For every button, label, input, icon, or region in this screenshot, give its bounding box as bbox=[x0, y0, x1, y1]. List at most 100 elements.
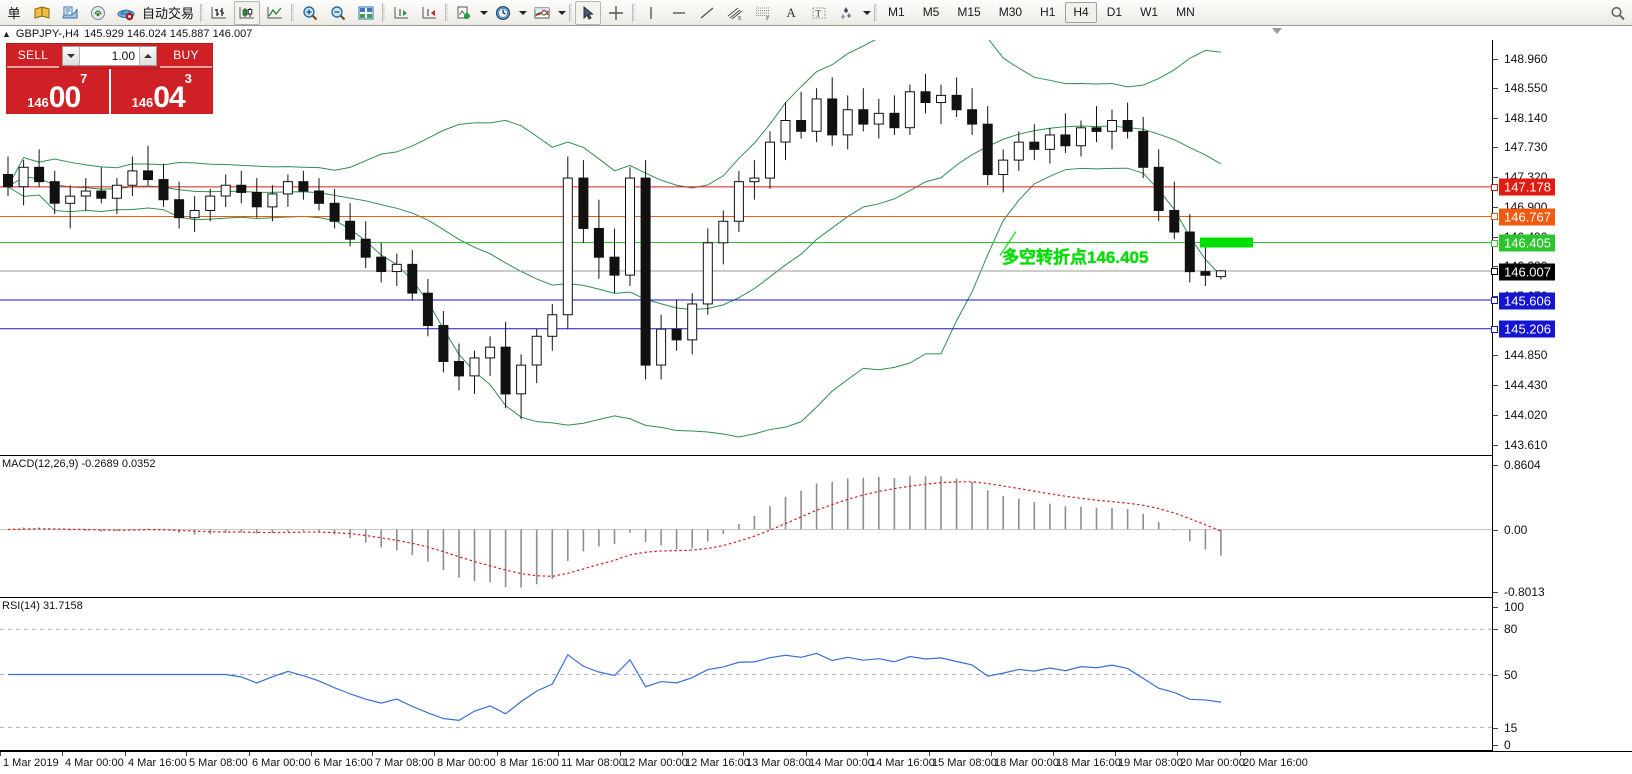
timeframe-m30[interactable]: M30 bbox=[998, 5, 1023, 19]
last-price-tag[interactable]: 146.007 bbox=[1491, 263, 1555, 281]
timeframe-m1[interactable]: M1 bbox=[888, 5, 905, 19]
one-click-trading-panel[interactable]: SELL 1.00 BUY 146 00 7 146 04 3 bbox=[6, 43, 213, 114]
chart-annotation-text: 多空转折点146.405 bbox=[1002, 248, 1149, 267]
candlestick-chart-icon[interactable] bbox=[234, 0, 261, 25]
rsi-tick: 100 bbox=[1493, 600, 1524, 614]
symbol-info-bar: ▲ GBPJPY-,H4 145.929 146.024 145.887 146… bbox=[0, 27, 1632, 40]
templates-dropdown-icon[interactable] bbox=[556, 2, 567, 24]
navigator-icon[interactable] bbox=[57, 1, 83, 25]
text-icon[interactable]: A bbox=[786, 4, 796, 20]
sell-button[interactable]: SELL bbox=[7, 44, 59, 68]
resistance-line-tag-2[interactable]: 146.767 bbox=[1491, 208, 1555, 226]
templates-icon[interactable] bbox=[529, 1, 555, 25]
shapes-dropdown-icon[interactable] bbox=[861, 2, 872, 24]
level-handle-icon[interactable] bbox=[1491, 239, 1498, 247]
shapes-icon[interactable] bbox=[834, 1, 860, 25]
timeframe-m5[interactable]: M5 bbox=[922, 5, 940, 19]
buy-big-figure: 146 bbox=[131, 95, 154, 110]
rsi-scale[interactable]: 100 80 50 15 0 bbox=[1492, 599, 1632, 752]
level-handle-icon[interactable] bbox=[1491, 268, 1498, 276]
buy-button[interactable]: BUY bbox=[160, 44, 212, 68]
signals-icon[interactable] bbox=[85, 1, 111, 25]
time-tick bbox=[434, 752, 435, 756]
volume-value[interactable]: 1.00 bbox=[111, 49, 135, 63]
indicator-dropdown-icon[interactable] bbox=[478, 2, 489, 24]
time-tick bbox=[991, 752, 992, 756]
rsi-pane[interactable]: RSI(14) 31.7158 bbox=[0, 599, 1492, 751]
price-tick: 144.850 bbox=[1493, 348, 1547, 362]
autotrade-label[interactable]: 自动交易 bbox=[142, 6, 195, 21]
price-tick: 148.550 bbox=[1493, 81, 1547, 95]
cursor-icon[interactable] bbox=[575, 0, 602, 25]
collapse-triangle-icon[interactable]: ▲ bbox=[2, 28, 11, 39]
data-window-icon[interactable] bbox=[29, 1, 55, 25]
timeframe-mn[interactable]: MN bbox=[1176, 5, 1195, 19]
timeframe-m15[interactable]: M15 bbox=[957, 5, 981, 19]
price-pane[interactable] bbox=[0, 40, 1492, 456]
search-icon[interactable] bbox=[1605, 1, 1631, 25]
sell-price-box[interactable]: 146 00 7 bbox=[6, 69, 109, 114]
time-tick bbox=[867, 752, 868, 756]
period-dropdown-icon[interactable] bbox=[517, 2, 528, 24]
macd-pane[interactable]: MACD(12,26,9) -0.2689 0.0352 bbox=[0, 457, 1492, 598]
horizontal-line-icon[interactable] bbox=[666, 1, 692, 25]
new-order-icon[interactable]: 单 bbox=[7, 6, 21, 21]
toolbar-separator bbox=[289, 2, 296, 24]
level-handle-icon[interactable] bbox=[1491, 325, 1498, 333]
time-tick bbox=[249, 752, 250, 756]
pivot-line-tag[interactable]: 146.405 bbox=[1491, 234, 1555, 252]
volume-stepper[interactable]: 1.00 bbox=[62, 46, 157, 66]
timeframe-w1[interactable]: W1 bbox=[1140, 5, 1159, 19]
zoom-out-icon[interactable] bbox=[325, 1, 351, 25]
macd-scale[interactable]: 0.8604 0.00 -0.8013 bbox=[1492, 457, 1632, 599]
resistance-line-tag[interactable]: 147.178 bbox=[1491, 178, 1555, 196]
zoom-in-icon[interactable] bbox=[297, 1, 323, 25]
trendline-icon[interactable] bbox=[694, 1, 720, 25]
time-axis[interactable]: 1 Mar 2019 4 Mar 00:00 4 Mar 16:00 5 Mar 08… bbox=[0, 751, 1632, 774]
line-chart-icon[interactable] bbox=[262, 1, 288, 25]
level-handle-icon[interactable] bbox=[1491, 183, 1498, 191]
macd-tick: -0.8013 bbox=[1493, 585, 1545, 599]
toolbar-separator bbox=[872, 2, 879, 24]
price-scale[interactable]: 148.960 148.550 148.140 147.730 147.320 146.9… bbox=[1491, 40, 1632, 457]
horizontal-scrollbar[interactable] bbox=[0, 770, 1632, 774]
period-icon[interactable] bbox=[490, 1, 516, 25]
time-tick bbox=[620, 752, 621, 756]
level-handle-icon[interactable] bbox=[1491, 297, 1498, 305]
expert-advisor-icon[interactable] bbox=[113, 1, 139, 25]
buy-price-box[interactable]: 146 04 3 bbox=[110, 69, 213, 114]
toolbar-separator bbox=[198, 2, 205, 24]
price-tick: 148.140 bbox=[1493, 111, 1547, 125]
price-tick: 147.730 bbox=[1493, 140, 1547, 154]
equidistant-channel-icon[interactable]: E bbox=[722, 1, 748, 25]
level-handle-icon[interactable] bbox=[1491, 213, 1498, 221]
timeframe-h1[interactable]: H1 bbox=[1040, 5, 1056, 19]
chart-shift-icon[interactable] bbox=[416, 1, 442, 25]
crosshair-icon[interactable] bbox=[603, 1, 629, 25]
timeframe-d1[interactable]: D1 bbox=[1106, 5, 1123, 19]
chart-tile-icon[interactable] bbox=[353, 1, 379, 25]
time-label: 20 Mar 16:00 bbox=[1243, 757, 1308, 769]
auto-scroll-icon[interactable] bbox=[388, 1, 414, 25]
time-tick bbox=[62, 752, 63, 756]
fibonacci-icon[interactable]: F bbox=[750, 1, 776, 25]
vertical-line-icon[interactable] bbox=[638, 1, 664, 25]
support-line-tag-2[interactable]: 145.206 bbox=[1491, 320, 1555, 338]
time-label: 4 Mar 16:00 bbox=[128, 757, 187, 769]
add-indicator-icon[interactable] bbox=[451, 1, 477, 25]
volume-decrease-icon[interactable] bbox=[63, 47, 80, 65]
price-tick: 144.430 bbox=[1493, 378, 1547, 392]
time-label: 14 Mar 00:00 bbox=[809, 757, 874, 769]
bar-chart-icon[interactable] bbox=[206, 1, 232, 25]
text-label-icon[interactable]: T bbox=[806, 1, 832, 25]
time-tick bbox=[743, 752, 744, 756]
time-label: 19 Mar 08:00 bbox=[1118, 757, 1183, 769]
time-tick bbox=[806, 752, 807, 756]
time-tick bbox=[558, 752, 559, 756]
time-label: 11 Mar 08:00 bbox=[561, 757, 626, 769]
trade-panel-top-row: SELL 1.00 BUY bbox=[6, 43, 213, 69]
time-tick bbox=[1053, 752, 1054, 756]
volume-increase-icon[interactable] bbox=[139, 47, 156, 65]
support-line-tag[interactable]: 145.606 bbox=[1491, 292, 1555, 310]
timeframe-h4[interactable]: H4 bbox=[1065, 2, 1097, 23]
